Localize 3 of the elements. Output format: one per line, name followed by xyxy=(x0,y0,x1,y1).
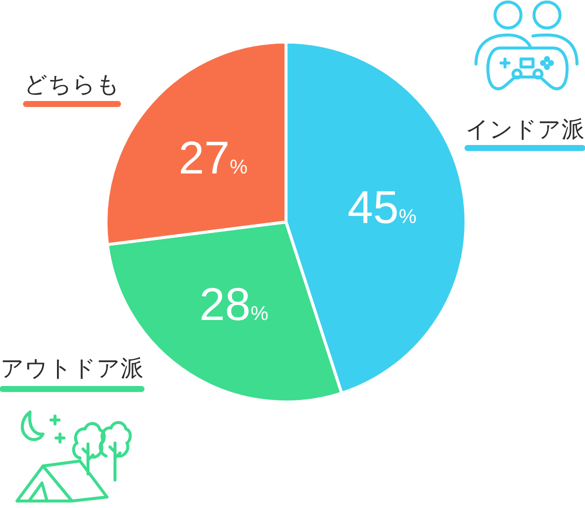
slice-label: アウトドア派 xyxy=(0,356,144,382)
slice-label: インドア派 xyxy=(466,117,584,143)
slice-label: どちらも xyxy=(24,72,120,98)
